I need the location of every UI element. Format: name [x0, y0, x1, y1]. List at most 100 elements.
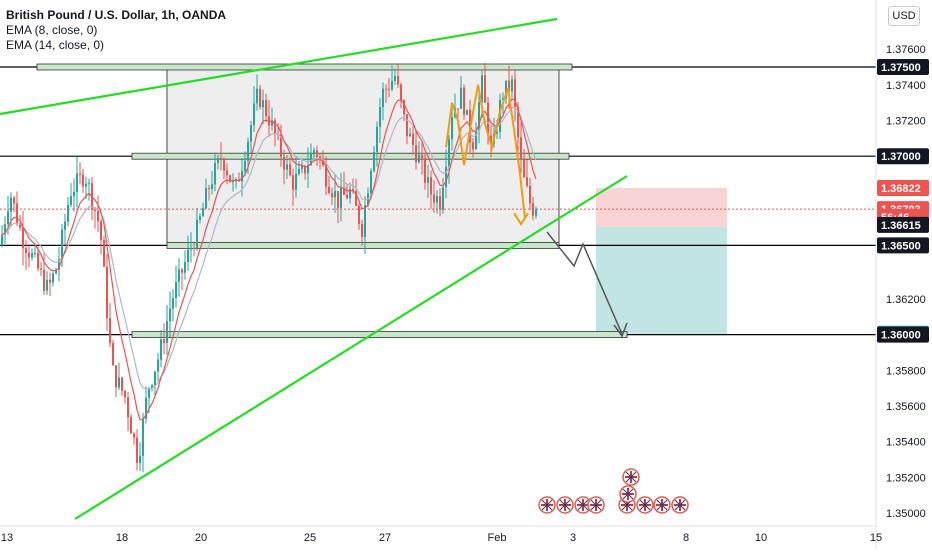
price-tick-label: 1.35200 — [886, 472, 926, 484]
price-label-tag[interactable] — [877, 326, 929, 343]
candle-body — [28, 252, 30, 258]
highlighted-pattern[interactable] — [445, 84, 526, 219]
candle-body — [466, 109, 468, 115]
uk-flag-icon[interactable] — [622, 468, 640, 486]
candle-body — [172, 297, 174, 309]
pattern-arrow-icon — [513, 212, 529, 226]
candle-body — [514, 79, 516, 108]
price-label-tag[interactable] — [877, 148, 929, 165]
candle-body — [19, 223, 21, 228]
candle-body — [121, 377, 123, 391]
support-resistance-zone[interactable] — [131, 152, 570, 160]
price-tick-label: 1.37200 — [886, 116, 926, 128]
candle-body — [436, 196, 438, 203]
candle-body — [427, 177, 429, 183]
candle-body — [34, 252, 36, 254]
price-label-tag[interactable] — [877, 216, 929, 233]
candle-body — [343, 187, 345, 195]
time-tick-label: 18 — [116, 532, 128, 544]
symbol-title[interactable]: British Pound / U.S. Dollar, 1h, OANDA — [6, 8, 227, 22]
candle-body — [160, 339, 162, 360]
support-resistance-zone[interactable] — [36, 63, 573, 71]
time-tick-label: 13 — [1, 532, 13, 544]
candle-body — [82, 174, 84, 187]
ema8-label[interactable]: EMA (8, close, 0) — [6, 23, 98, 37]
candle-body — [259, 88, 261, 108]
projection-path[interactable] — [546, 231, 623, 335]
candle-body — [313, 150, 315, 154]
candle-body — [52, 273, 54, 283]
candle-body — [400, 84, 402, 101]
candle-body — [406, 114, 408, 137]
candle-body — [61, 229, 63, 260]
candle-body — [67, 204, 69, 222]
candle-body — [97, 210, 99, 222]
candle-body — [205, 187, 207, 209]
uk-flag-diag — [577, 499, 589, 511]
price-label-text: 1.36822 — [881, 183, 921, 195]
candle-body — [253, 103, 255, 126]
uk-flag-icon[interactable] — [587, 496, 605, 514]
candle-body — [220, 158, 222, 161]
uk-flag-icon[interactable] — [653, 496, 671, 514]
candle-body — [502, 98, 504, 100]
price-label-text: 1.37500 — [881, 62, 921, 74]
candle-body — [100, 221, 102, 241]
candle-body — [226, 170, 228, 176]
candle-body — [187, 249, 189, 263]
candle-body — [211, 184, 213, 190]
candle-body — [40, 268, 42, 270]
candle-body — [412, 133, 414, 146]
candle-body — [430, 177, 432, 195]
take-profit-zone[interactable] — [596, 226, 727, 334]
candle-body — [157, 359, 159, 372]
candle-body — [391, 80, 393, 90]
candle-body — [472, 142, 474, 150]
time-tick-label: 15 — [870, 532, 882, 544]
candle-body — [523, 159, 525, 178]
uk-flag-icon[interactable] — [538, 496, 556, 514]
price-tick-label: 1.35400 — [886, 437, 926, 449]
ema14-label[interactable]: EMA (14, close, 0) — [6, 38, 105, 52]
candle-body — [178, 269, 180, 282]
uk-flag-icon[interactable] — [619, 485, 637, 503]
candle-body — [409, 133, 411, 137]
price-label-tag[interactable] — [877, 59, 929, 75]
support-resistance-zone[interactable] — [166, 241, 560, 249]
candle-body — [475, 131, 477, 150]
candle-body — [334, 190, 336, 198]
candle-body — [280, 134, 282, 157]
candle-body — [529, 185, 531, 204]
candle-body — [244, 160, 246, 172]
candle-body — [106, 266, 108, 319]
candle-body — [115, 365, 117, 388]
candle-body — [325, 165, 327, 187]
price-label-tag[interactable] — [877, 179, 929, 196]
uk-flag-icon[interactable] — [671, 496, 689, 514]
uk-flag-icon[interactable] — [636, 496, 654, 514]
candle-body — [76, 173, 78, 193]
candle-body — [490, 135, 492, 144]
candle-body — [130, 417, 132, 434]
stop-loss-zone[interactable] — [596, 187, 727, 227]
support-resistance-zone[interactable] — [131, 331, 628, 339]
uk-flag-diag — [674, 499, 686, 511]
candle-body — [283, 156, 285, 170]
candle-body — [331, 192, 333, 198]
price-tick-label: 1.35600 — [886, 401, 926, 413]
candle-body — [373, 152, 375, 171]
candle-body — [457, 108, 459, 110]
uk-flag-icon[interactable] — [556, 496, 574, 514]
candle-body — [148, 388, 150, 398]
candle-body — [505, 80, 507, 99]
upper-trendline[interactable] — [0, 17, 558, 116]
candle-body — [229, 175, 231, 182]
price-label-tag[interactable] — [877, 237, 929, 254]
candle-body — [217, 158, 219, 164]
lower-trendline[interactable] — [74, 175, 628, 520]
candle-body — [379, 107, 381, 127]
currency-button[interactable]: USD — [888, 6, 920, 26]
candle-body — [337, 190, 339, 208]
